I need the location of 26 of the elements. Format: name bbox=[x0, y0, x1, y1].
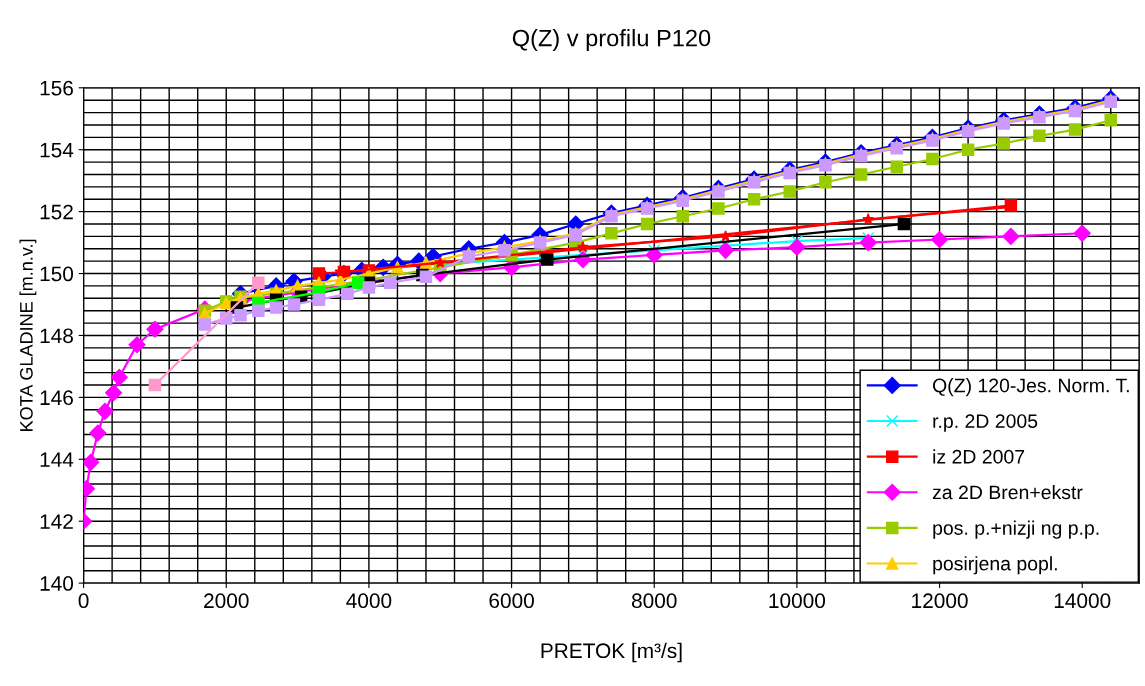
x-tick-label: 0 bbox=[78, 593, 89, 609]
x-tick-label: 6000 bbox=[489, 593, 534, 609]
x-tick-label: 4000 bbox=[346, 593, 392, 609]
y-tick-label: 148 bbox=[40, 328, 73, 344]
chart-title: Q(Z) v profilu P120 bbox=[512, 29, 711, 52]
x-tick-label: 10000 bbox=[769, 593, 826, 609]
y-tick-label: 154 bbox=[40, 142, 74, 158]
y-tick-label: 152 bbox=[40, 204, 73, 220]
legend-label: Q(Z) 120-Jes. Norm. T. bbox=[933, 378, 1129, 397]
y-tick-label: 150 bbox=[40, 266, 74, 282]
y-tick-label: 156 bbox=[40, 80, 73, 96]
y-tick-label: 144 bbox=[40, 452, 74, 467]
x-axis-title: PRETOK [m³/s] bbox=[541, 642, 682, 663]
legend-label: posirjena popl. bbox=[933, 556, 1057, 575]
x-tick-label: 2000 bbox=[204, 593, 249, 609]
y-axis-title: KOTA GLADINE [m.n.v.] bbox=[19, 239, 37, 431]
y-tick-label: 142 bbox=[40, 514, 73, 529]
legend-label: r.p. 2D 2005 bbox=[933, 414, 1038, 432]
legend-label: za 2D Bren+ekstr bbox=[932, 484, 1083, 500]
x-tick-label: 14000 bbox=[1054, 593, 1111, 609]
y-tick-label: 146 bbox=[40, 390, 73, 406]
x-tick-label: 8000 bbox=[631, 593, 677, 609]
legend-label: iz 2D 2007 bbox=[933, 449, 1025, 464]
y-tick-label: 140 bbox=[40, 576, 74, 591]
legend-label: pos. p.+nizji ng p.p. bbox=[933, 520, 1099, 539]
x-tick-label: 12000 bbox=[912, 593, 968, 609]
